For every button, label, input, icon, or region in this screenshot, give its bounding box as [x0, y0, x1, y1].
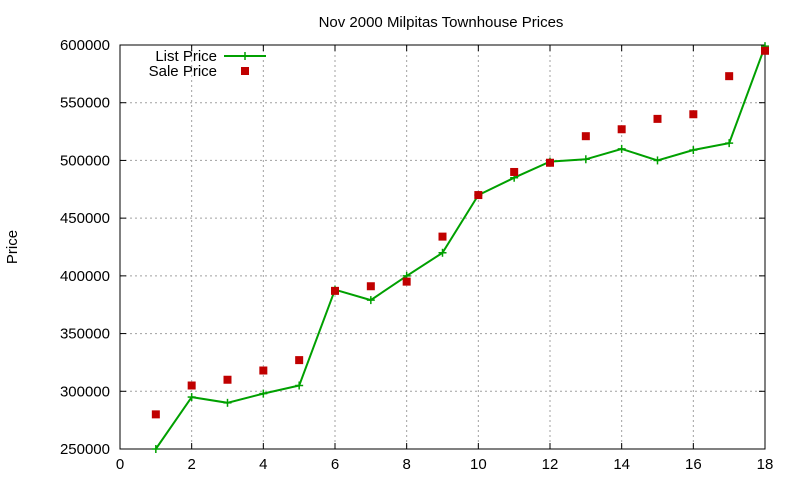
y-tick-label: 250000	[60, 441, 110, 458]
list-price-point	[581, 155, 590, 164]
sale-price-point	[725, 72, 734, 81]
y-tick-label: 350000	[60, 326, 110, 343]
y-axis-label: Price	[4, 230, 21, 264]
list-price-point	[689, 146, 698, 155]
legend-label-sale-price: Sale Price	[149, 63, 217, 80]
y-tick-label: 400000	[60, 268, 110, 285]
sale-price-point	[617, 125, 626, 134]
series-layer	[151, 42, 769, 453]
list-price-point	[151, 445, 160, 453]
sale-price-point	[331, 286, 339, 295]
x-tick-label: 2	[187, 456, 195, 473]
legend-key-list-price-marker	[241, 52, 249, 60]
y-tick-label: 550000	[60, 95, 110, 112]
list-price-point	[259, 389, 268, 398]
sale-price-point	[581, 132, 590, 141]
y-tick-label: 500000	[60, 152, 110, 169]
sale-price-point	[438, 232, 447, 241]
grid-layer	[120, 45, 765, 449]
x-tick-label: 4	[259, 456, 267, 473]
list-price-point	[223, 398, 232, 407]
list-price-line	[154, 45, 766, 450]
x-tick-label: 6	[331, 456, 339, 473]
sale-price-point	[474, 191, 483, 200]
plot-frame	[119, 44, 766, 450]
list-price-point	[725, 139, 734, 148]
axes-layer: 0 2 4 6 8 10 12 14 16 18 250000 300000 350000 400000 4…	[60, 37, 773, 473]
x-tick-label: 10	[470, 456, 487, 473]
list-price-point	[617, 144, 626, 153]
y-tick-label: 300000	[60, 383, 110, 400]
sale-price-point	[151, 410, 160, 419]
chart-title: Nov 2000 Milpitas Townhouse Prices	[319, 14, 564, 31]
sale-price-point	[366, 282, 375, 291]
sale-price-point	[223, 375, 232, 384]
x-tick-label: 16	[685, 456, 702, 473]
sale-price-point	[187, 381, 196, 390]
y-tick-label: 450000	[60, 210, 110, 227]
sale-price-point	[546, 158, 554, 167]
list-price-point	[438, 248, 447, 257]
x-tick-label: 14	[613, 456, 630, 473]
x-tick-label: 18	[757, 456, 774, 473]
legend-label-list-price: List Price	[155, 48, 217, 65]
list-price-point	[187, 393, 196, 402]
sale-price-point	[402, 277, 411, 286]
sale-price-point	[510, 167, 519, 176]
sale-price-point	[295, 356, 304, 365]
y-tick-label: 600000	[60, 37, 110, 54]
legend-key-sale-price-marker	[241, 67, 249, 75]
x-tick-label: 8	[402, 456, 410, 473]
list-price-point	[366, 296, 375, 305]
x-tick-label: 0	[116, 456, 124, 473]
sale-price-point	[653, 114, 662, 123]
list-price-point	[295, 381, 304, 390]
x-tick-label: 12	[542, 456, 559, 473]
legend: List Price Sale Price	[149, 48, 266, 80]
list-price-point	[653, 156, 662, 165]
sale-price-point	[259, 366, 268, 375]
sale-price-point	[761, 46, 769, 55]
sale-price-point	[689, 110, 698, 119]
